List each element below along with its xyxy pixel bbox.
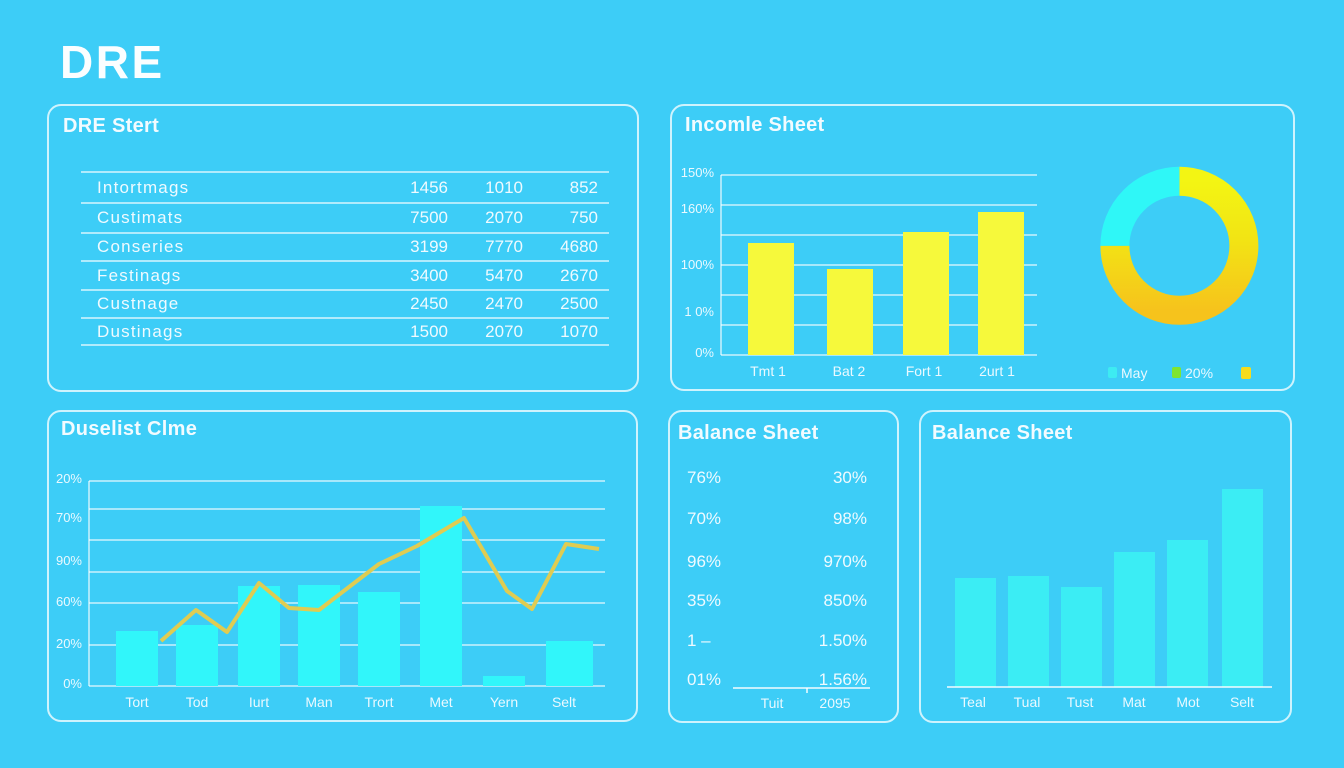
svg-text:Tort: Tort	[125, 694, 148, 710]
svg-text:Tust: Tust	[1067, 694, 1094, 710]
svg-text:0%: 0%	[695, 345, 714, 360]
svg-text:Iurt: Iurt	[249, 694, 269, 710]
svg-text:Mat: Mat	[1122, 694, 1145, 710]
svg-text:Tmt 1: Tmt 1	[750, 363, 786, 379]
svg-text:20%: 20%	[1185, 365, 1213, 381]
svg-text:160%: 160%	[681, 201, 715, 216]
svg-text:2urt 1: 2urt 1	[979, 363, 1015, 379]
svg-text:Selt: Selt	[552, 694, 576, 710]
svg-text:0%: 0%	[63, 676, 82, 691]
svg-text:Tual: Tual	[1014, 694, 1041, 710]
svg-text:100%: 100%	[681, 257, 715, 272]
svg-text:Trort: Trort	[364, 694, 393, 710]
svg-text:Man: Man	[305, 694, 332, 710]
svg-text:Teal: Teal	[960, 694, 986, 710]
svg-text:Mot: Mot	[1176, 694, 1199, 710]
svg-text:150%: 150%	[681, 165, 715, 180]
svg-text:60%: 60%	[56, 594, 82, 609]
svg-text:Bat 2: Bat 2	[833, 363, 866, 379]
svg-text:Tuit: Tuit	[761, 695, 784, 711]
svg-text:May: May	[1121, 365, 1147, 381]
svg-text:Tod: Tod	[186, 694, 209, 710]
svg-text:Fort 1: Fort 1	[906, 363, 943, 379]
svg-text:1 0%: 1 0%	[684, 304, 714, 319]
svg-text:70%: 70%	[56, 510, 82, 525]
svg-text:2095: 2095	[819, 695, 850, 711]
svg-text:20%: 20%	[56, 471, 82, 486]
svg-text:Selt: Selt	[1230, 694, 1254, 710]
svg-text:Yern: Yern	[490, 694, 518, 710]
svg-text:Met: Met	[429, 694, 452, 710]
svg-text:20%: 20%	[56, 636, 82, 651]
svg-text:90%: 90%	[56, 553, 82, 568]
